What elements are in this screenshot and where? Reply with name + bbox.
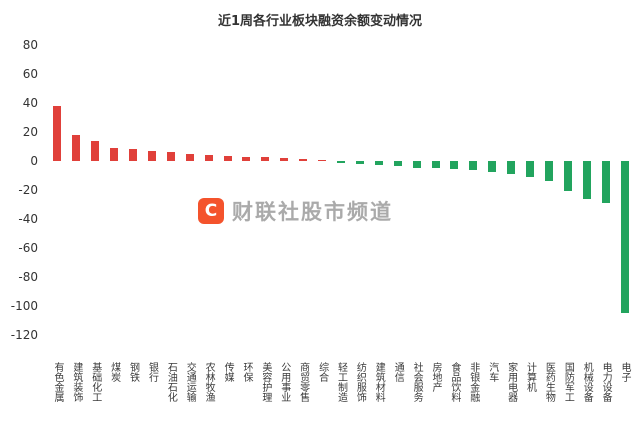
bar: [129, 149, 138, 161]
x-axis-category-label: 公用事业: [278, 362, 290, 402]
y-axis: 80 60 40 20 0 -20 -40 -60 -80 -100 -120: [0, 0, 42, 432]
bar: [507, 161, 516, 175]
bar: [110, 147, 119, 161]
watermark-text: 财联社股市频道: [232, 200, 393, 224]
bar: [166, 152, 175, 161]
y-axis-tick-label: -100: [10, 299, 38, 313]
x-axis-category-label: 银行: [146, 362, 158, 382]
x-axis-category-label: 综合: [316, 362, 328, 382]
x-axis-category-label: 石油石化: [165, 362, 177, 402]
x-axis-category-label: 计算机: [524, 362, 536, 392]
x-axis-category-label: 纺织服饰: [354, 362, 366, 402]
bar: [53, 105, 62, 161]
bar: [374, 161, 383, 166]
bar: [318, 159, 327, 161]
bar: [337, 161, 345, 164]
x-axis-category-label: 建筑材料: [373, 362, 385, 402]
bar: [582, 161, 591, 199]
bar: [412, 161, 421, 168]
bar: [261, 157, 270, 161]
bar: [469, 161, 478, 171]
bar: [526, 161, 535, 177]
y-axis-tick-label: -60: [18, 241, 38, 255]
chart-title: 近1周各行业板块融资余额变动情况: [217, 14, 423, 29]
bar: [147, 150, 156, 161]
bar: [355, 161, 364, 164]
bar: [544, 161, 553, 182]
x-axis-category-label: 美容护理: [259, 362, 271, 402]
x-axis-category-label: 基础化工: [89, 362, 101, 402]
bar: [223, 155, 232, 161]
bar: [185, 153, 194, 161]
x-axis-category-label: 非银金融: [467, 362, 479, 402]
x-axis-category-label: 家用电器: [505, 362, 517, 402]
x-axis: 有色金属 建筑装饰 基础化工 煤炭 钢铁 银行 石油石化 交通运输 农林牧渔 传媒 环保 美容护理 公用…: [48, 362, 634, 428]
x-axis-category-label: 农林牧渔: [203, 362, 215, 402]
x-axis-category-label: 机械设备: [581, 362, 593, 402]
x-axis-category-label: 建筑装饰: [70, 362, 82, 402]
x-axis-category-label: 医药生物: [543, 362, 555, 402]
y-axis-tick-label: -120: [10, 328, 38, 342]
x-axis-category-label: 有色金属: [51, 362, 63, 402]
x-axis-category-label: 交通运输: [184, 362, 196, 402]
bar: [563, 161, 572, 192]
x-axis-category-label: 环保: [240, 362, 252, 382]
bar: [204, 155, 213, 161]
bar: [393, 161, 402, 167]
cailianshe-logo-icon: C: [198, 198, 224, 224]
x-axis-category-label: 食品饮料: [448, 362, 460, 402]
watermark: C 财联社股市频道: [198, 197, 393, 225]
bar: [620, 161, 629, 314]
x-axis-category-label: 国防军工: [562, 362, 574, 402]
bar: [91, 140, 100, 161]
bar: [488, 161, 497, 172]
y-axis-tick-label: -20: [18, 183, 38, 197]
x-axis-category-label: 通信: [392, 362, 404, 382]
bar: [299, 158, 308, 161]
y-axis-tick-label: -80: [18, 270, 38, 284]
plot-area: C 财联社股市频道: [48, 45, 634, 335]
x-axis-category-label: 传媒: [222, 362, 234, 382]
x-axis-category-label: 轻工制造: [335, 362, 347, 402]
bar: [450, 161, 459, 169]
y-axis-tick-label: 80: [22, 38, 38, 52]
bar: [72, 134, 81, 161]
x-axis-category-label: 钢铁: [127, 362, 139, 382]
x-axis-category-label: 房地产: [430, 362, 441, 392]
bar: [280, 158, 289, 161]
x-axis-category-label: 电力设备: [600, 362, 612, 402]
bar: [601, 161, 610, 204]
x-axis-category-label: 商贸零售: [297, 362, 309, 402]
y-axis-tick-label: 60: [22, 67, 38, 81]
y-axis-tick-label: 0: [30, 154, 38, 168]
bar: [242, 156, 251, 161]
y-axis-tick-label: -40: [18, 212, 38, 226]
x-axis-category-label: 汽车: [486, 362, 498, 382]
y-axis-tick-label: 20: [22, 125, 38, 139]
x-axis-category-label: 社会服务: [411, 362, 423, 402]
bar: [431, 161, 440, 169]
x-axis-category-label: 煤炭: [108, 362, 120, 382]
y-axis-tick-label: 40: [22, 96, 38, 110]
x-axis-category-label: 电子: [619, 362, 631, 382]
